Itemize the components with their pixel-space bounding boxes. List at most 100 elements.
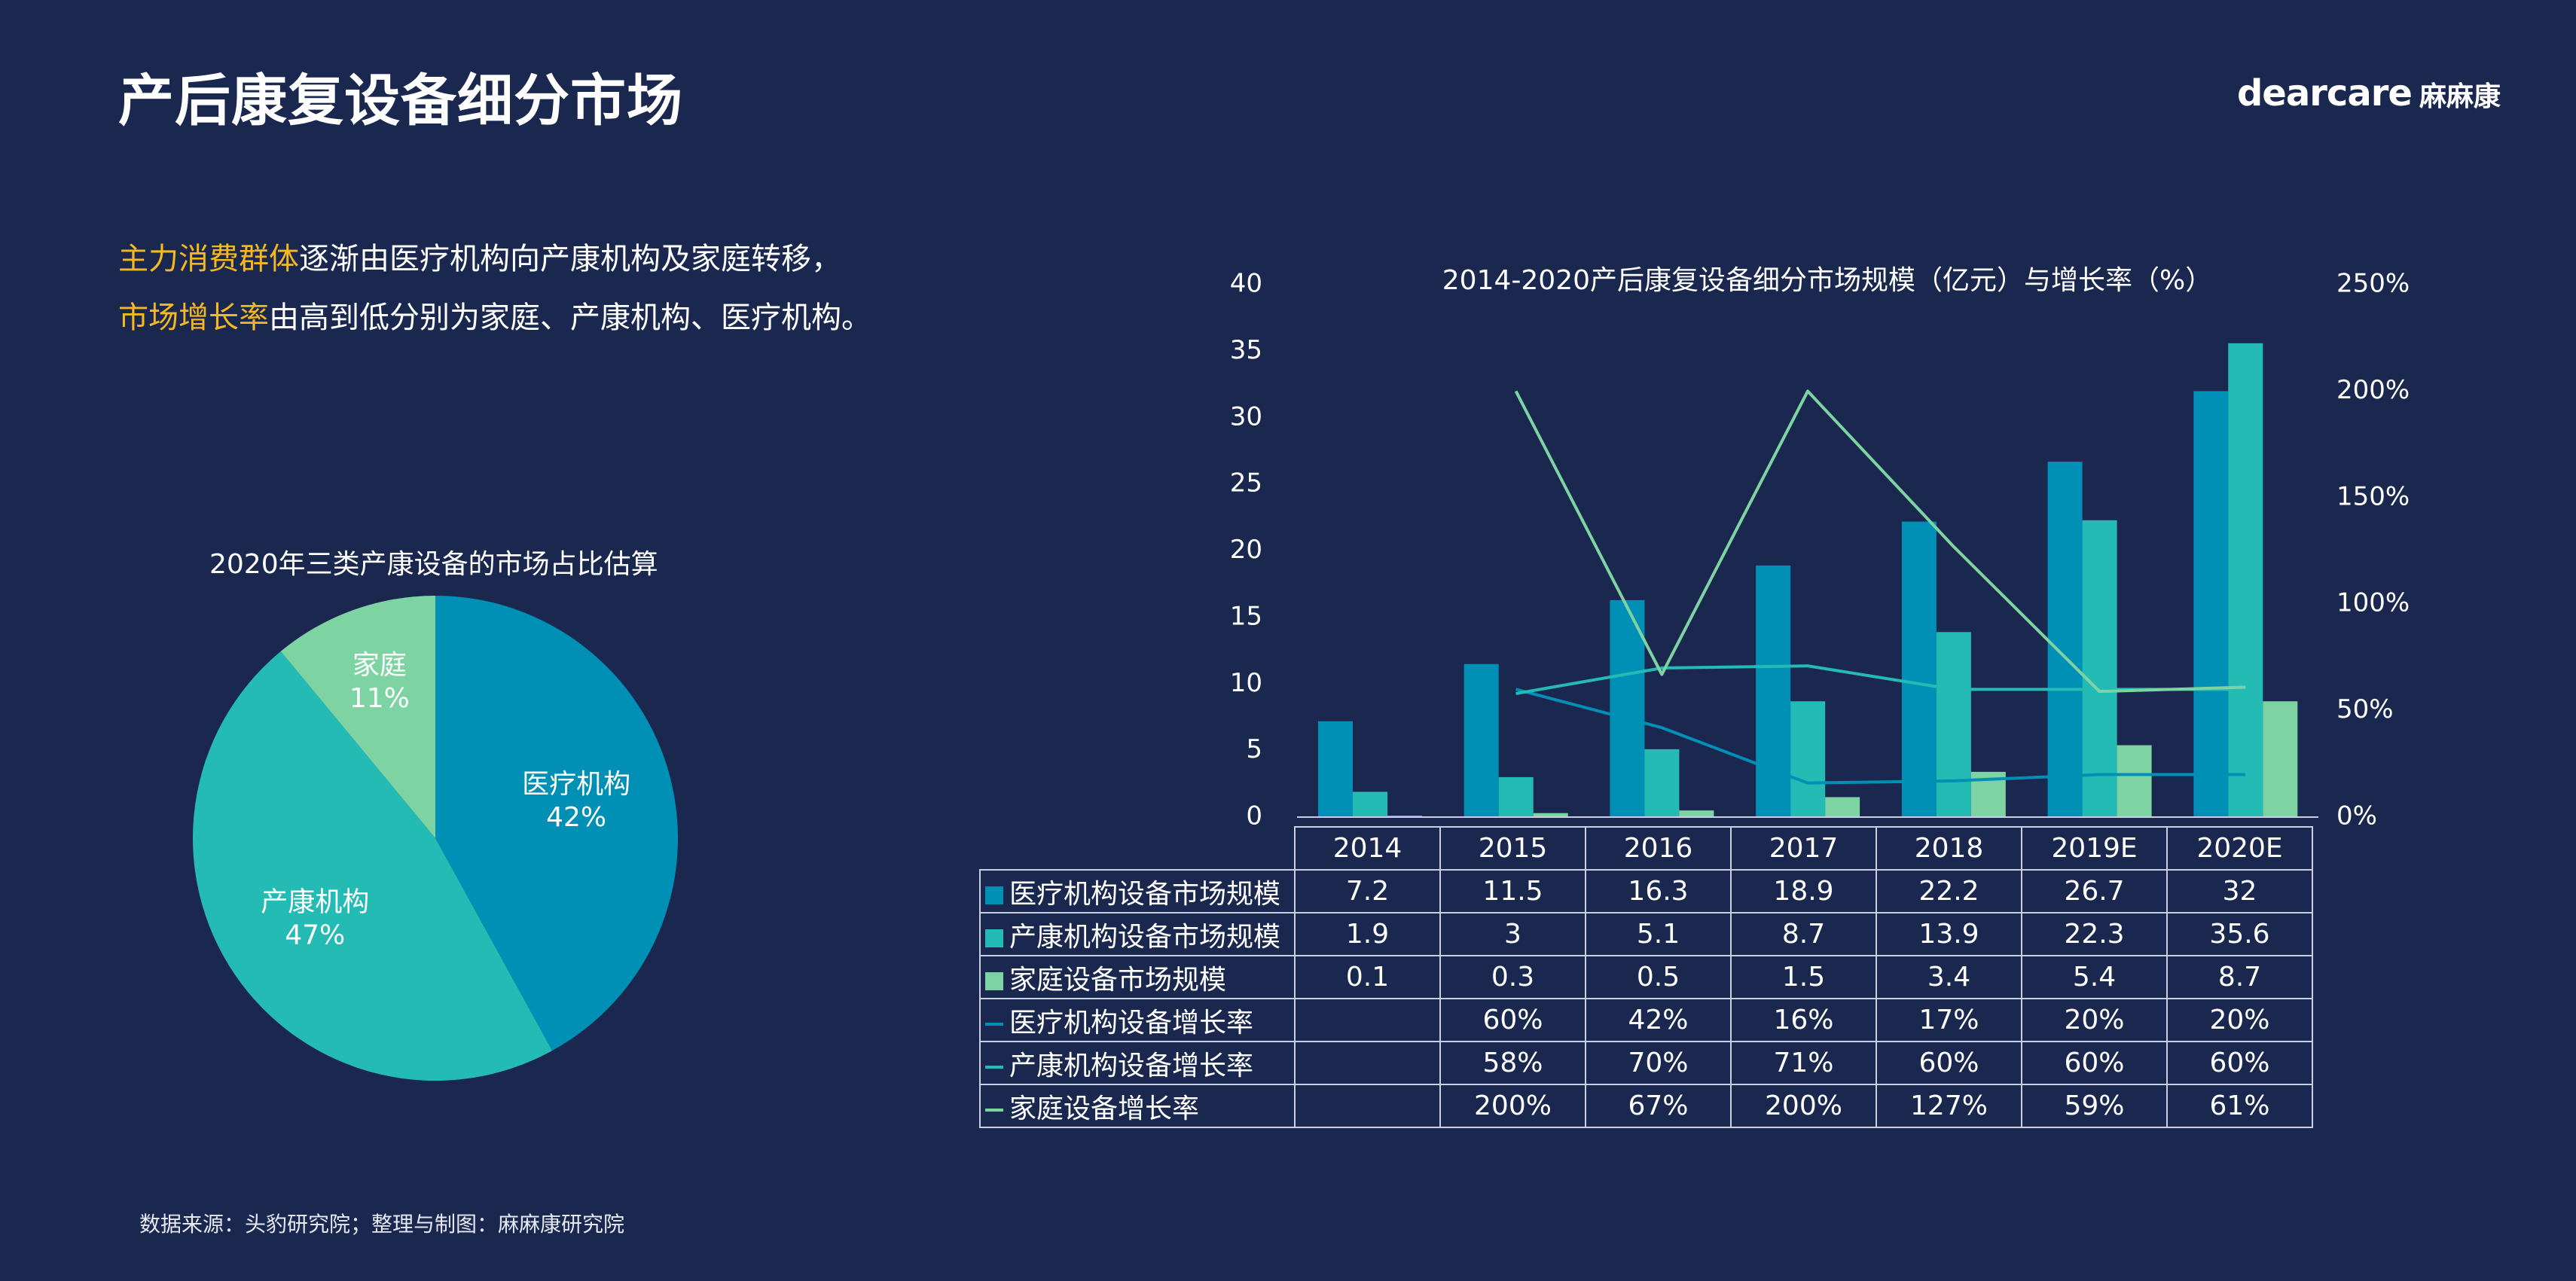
bar bbox=[1936, 632, 1971, 817]
bar bbox=[1825, 797, 1860, 817]
table-row: 产康机构设备市场规模 1.9 3 5.1 8.7 13.9 22.3 35.6 bbox=[979, 912, 2313, 956]
table-cell: 59% bbox=[2021, 1084, 2168, 1128]
y-axis-tick-label: 5 bbox=[1246, 734, 1262, 764]
table-cell: 60% bbox=[2021, 1041, 2168, 1085]
table-cell bbox=[1294, 1041, 1441, 1085]
data-table: 2014 2015 2016 2017 2018 2019E 2020E 医疗机… bbox=[979, 826, 2313, 1128]
table-cell: 60% bbox=[1439, 998, 1586, 1042]
table-cell bbox=[1294, 998, 1441, 1042]
y2-axis-tick-label: 250% bbox=[2336, 269, 2410, 299]
table-cell bbox=[1294, 1084, 1441, 1128]
legend-line bbox=[985, 1022, 1003, 1026]
table-cell: 20% bbox=[2166, 998, 2313, 1042]
series-label: 产康机构设备增长率 bbox=[1009, 1050, 1254, 1081]
pie-slice-label: 医疗机构 bbox=[522, 769, 630, 800]
bar bbox=[1790, 701, 1826, 817]
table-year: 2019E bbox=[2021, 826, 2168, 871]
table-cell: 1.9 bbox=[1294, 912, 1441, 956]
table-year: 2017 bbox=[1730, 826, 1877, 871]
data-source-note: 数据来源：头豹研究院；整理与制图：麻麻康研究院 bbox=[139, 1212, 625, 1237]
table-cell: 7.2 bbox=[1294, 869, 1441, 913]
legend-line bbox=[985, 1108, 1003, 1112]
legend-item-home-growth: 家庭设备增长率 bbox=[979, 1084, 1296, 1128]
legend-swatch bbox=[985, 886, 1003, 904]
legend-item-postpartum-growth: 产康机构设备增长率 bbox=[979, 1041, 1296, 1085]
bar bbox=[1463, 663, 1499, 817]
table-cell: 67% bbox=[1585, 1084, 1732, 1128]
table-cell: 32 bbox=[2166, 869, 2313, 913]
y-axis-tick-label: 35 bbox=[1230, 335, 1262, 365]
legend-line bbox=[985, 1065, 1003, 1069]
chart-title: 2014-2020产后康复设备细分市场规模（亿元）与增长率（%） bbox=[1442, 265, 2212, 296]
table-header-row: 2014 2015 2016 2017 2018 2019E 2020E bbox=[980, 826, 2313, 871]
bar bbox=[1610, 599, 1645, 817]
intro-text-2: 由高到低分别为家庭、产康机构、医疗机构。 bbox=[269, 300, 871, 335]
table-cell: 16.3 bbox=[1585, 869, 1732, 913]
bar bbox=[1644, 749, 1680, 817]
table-cell: 11.5 bbox=[1439, 869, 1586, 913]
table-cell: 35.6 bbox=[2166, 912, 2313, 956]
legend-swatch bbox=[985, 971, 1003, 990]
table-cell: 8.7 bbox=[1730, 912, 1877, 956]
table-cell: 5.1 bbox=[1585, 912, 1732, 956]
table-cell: 1.5 bbox=[1730, 955, 1877, 999]
intro-line-1: 主力消费群体逐渐由医疗机构向产康机构及家庭转移， bbox=[118, 230, 871, 288]
table-row: 医疗机构设备市场规模 7.2 11.5 16.3 18.9 22.2 26.7 … bbox=[979, 869, 2313, 913]
pie-slice bbox=[435, 596, 679, 1051]
table-cell: 13.9 bbox=[1876, 912, 2022, 956]
table-cell: 3.4 bbox=[1876, 955, 2022, 999]
table-cell: 42% bbox=[1585, 998, 1732, 1042]
table-year: 2015 bbox=[1439, 826, 1586, 871]
table-row: 医疗机构设备增长率 60% 42% 16% 17% 20% 20% bbox=[979, 998, 2313, 1042]
table-cell: 17% bbox=[1876, 998, 2022, 1042]
bar bbox=[1498, 776, 1534, 817]
intro-text: 主力消费群体逐渐由医疗机构向产康机构及家庭转移， 市场增长率由高到低分别为家庭、… bbox=[118, 230, 871, 347]
pie-slice-label: 家庭 bbox=[353, 650, 407, 681]
y-axis-tick-label: 20 bbox=[1230, 535, 1262, 565]
legend-item-home-size: 家庭设备市场规模 bbox=[979, 955, 1296, 999]
intro-text-1: 逐渐由医疗机构向产康机构及家庭转移， bbox=[299, 242, 841, 276]
pie-slice-value: 42% bbox=[546, 802, 606, 833]
legend-item-medical-size: 医疗机构设备市场规模 bbox=[979, 869, 1296, 913]
y-axis-tick-label: 40 bbox=[1230, 269, 1262, 299]
y-axis-tick-label: 30 bbox=[1230, 401, 1262, 432]
table-cell: 22.3 bbox=[2021, 912, 2168, 956]
table-cell: 0.5 bbox=[1585, 955, 1732, 999]
bar bbox=[1679, 810, 1714, 817]
y2-axis-tick-label: 100% bbox=[2336, 588, 2410, 618]
table-cell: 26.7 bbox=[2021, 869, 2168, 913]
table-cell: 200% bbox=[1439, 1084, 1586, 1128]
table-cell: 58% bbox=[1439, 1041, 1586, 1085]
pie-slice bbox=[280, 596, 435, 838]
table-year: 2014 bbox=[1294, 826, 1441, 871]
page-title: 产后康复设备细分市场 bbox=[118, 69, 683, 133]
pie-chart-title: 2020年三类产康设备的市场占比估算 bbox=[209, 549, 658, 580]
legend-item-postpartum-size: 产康机构设备市场规模 bbox=[979, 912, 1296, 956]
intro-line-2: 市场增长率由高到低分别为家庭、产康机构、医疗机构。 bbox=[118, 288, 871, 347]
table-cell: 18.9 bbox=[1730, 869, 1877, 913]
bar bbox=[1353, 791, 1387, 817]
bar bbox=[1756, 565, 1791, 817]
table-cell: 3 bbox=[1439, 912, 1586, 956]
bar bbox=[2193, 391, 2229, 817]
intro-highlight-2: 市场增长率 bbox=[118, 300, 269, 335]
table-cell: 60% bbox=[1876, 1041, 2022, 1085]
brand-logo-text: dearcare bbox=[2236, 72, 2413, 114]
y2-axis-tick-label: 200% bbox=[2336, 375, 2410, 405]
table-cell: 20% bbox=[2021, 998, 2168, 1042]
table-cell: 16% bbox=[1730, 998, 1877, 1042]
bar-line-chart: 2014-2020产后康复设备细分市场规模（亿元）与增长率（%） 0 5 10 15 20… bbox=[1230, 265, 2410, 829]
brand-name: 麻麻康 bbox=[2419, 81, 2501, 112]
table-cell: 200% bbox=[1730, 1084, 1877, 1128]
pie-slice-label: 产康机构 bbox=[261, 887, 369, 918]
y-axis-tick-label: 15 bbox=[1230, 601, 1262, 631]
table-year: 2018 bbox=[1876, 826, 2022, 871]
bar bbox=[1533, 813, 1568, 817]
legend-swatch bbox=[985, 929, 1003, 947]
y-axis-tick-label: 0 bbox=[1246, 801, 1262, 829]
table-corner bbox=[980, 827, 1295, 870]
series-label: 产康机构设备市场规模 bbox=[1009, 921, 1281, 953]
table-year: 2016 bbox=[1585, 826, 1732, 871]
y2-axis-tick-label: 150% bbox=[2336, 481, 2410, 511]
legend-item-medical-growth: 医疗机构设备增长率 bbox=[979, 998, 1296, 1042]
